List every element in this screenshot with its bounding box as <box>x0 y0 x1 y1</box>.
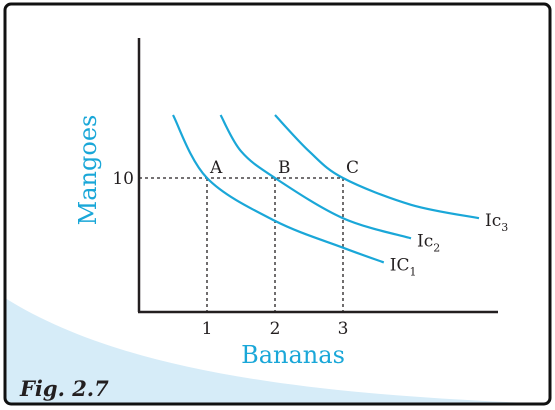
y-tick-labels: 10 <box>112 169 134 189</box>
x-tick-label-2: 2 <box>270 319 281 339</box>
point-labels: A B C <box>209 158 359 178</box>
x-tick-labels: 1 2 3 <box>202 319 349 339</box>
point-label-b: B <box>278 158 291 178</box>
curve-label-2: Ic2 <box>417 231 440 254</box>
point-label-a: A <box>209 158 223 178</box>
figure-border <box>3 2 552 406</box>
curve-1 <box>172 114 385 264</box>
x-tick-label-1: 1 <box>202 319 213 339</box>
curve-3 <box>274 114 480 220</box>
figure-caption: Fig. 2.7 <box>19 376 109 401</box>
x-axis-title: Bananas <box>241 341 345 369</box>
curve-label-3: Ic3 <box>485 211 508 234</box>
point-label-c: C <box>346 158 359 178</box>
curve-label-1: IC1 <box>390 255 417 278</box>
curve-2 <box>219 114 412 240</box>
decorative-band <box>5 298 550 404</box>
x-tick-label-3: 3 <box>338 319 349 339</box>
y-axis-title: Mangoes <box>74 115 102 226</box>
y-tick-label-1: 10 <box>112 169 134 189</box>
curves <box>172 114 480 264</box>
guide-lines <box>139 177 344 312</box>
